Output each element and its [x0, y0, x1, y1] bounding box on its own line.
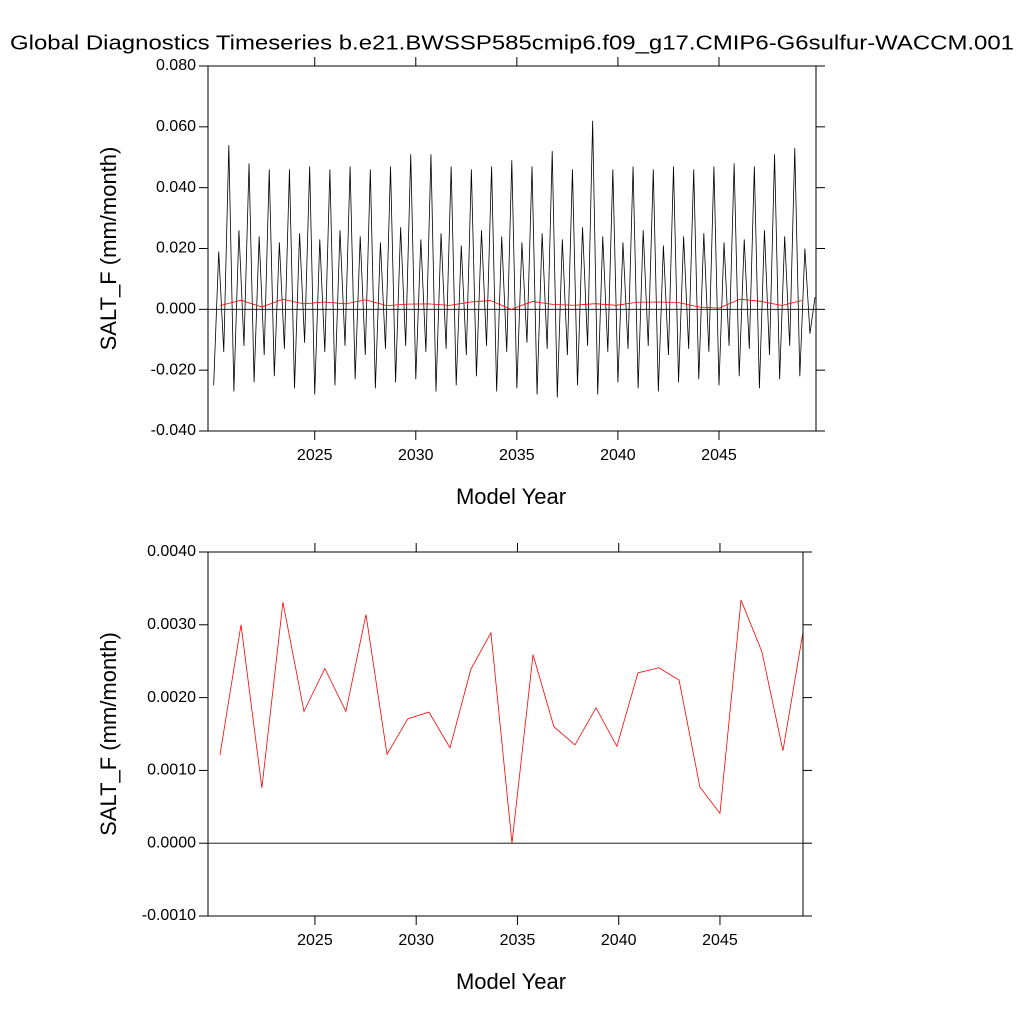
x-tick-label: 2040: [601, 932, 637, 949]
panel: Global Diagnostics Timeseries b.e21.BWSS…: [10, 32, 1014, 509]
x-tick-label: 2045: [701, 447, 737, 464]
x-axis-title: Model Year: [456, 484, 566, 509]
x-tick-label: 2045: [702, 932, 738, 949]
y-tick-label: 0.060: [156, 118, 196, 135]
chart-title: Global Diagnostics Timeseries b.e21.BWSS…: [10, 32, 1014, 54]
x-axis-title: Model Year: [456, 969, 566, 994]
y-tick-label: 0.0030: [147, 616, 196, 633]
y-tick-label: 0.000: [156, 301, 196, 318]
x-tick-label: 2035: [499, 447, 535, 464]
y-tick-label: 0.0000: [147, 834, 196, 851]
y-tick-label: 0.0020: [147, 689, 196, 706]
y-tick-label: -0.0010: [142, 907, 196, 924]
y-tick-label: -0.040: [151, 422, 196, 439]
x-tick-label: 2030: [398, 932, 434, 949]
y-tick-label: 0.040: [156, 179, 196, 196]
data-line: [219, 599, 804, 844]
x-tick-label: 2035: [500, 932, 536, 949]
y-tick-label: 0.0010: [147, 762, 196, 779]
x-tick-label: 2025: [297, 932, 333, 949]
y-axis-title: SALT_F (mm/month): [96, 632, 121, 836]
x-tick-label: 2025: [297, 447, 333, 464]
plot-frame: [207, 551, 804, 917]
data-line: [213, 120, 816, 398]
y-tick-label: -0.020: [151, 361, 196, 378]
x-tick-label: 2040: [600, 447, 636, 464]
y-tick-label: 0.0040: [147, 543, 196, 560]
x-tick-label: 2030: [398, 447, 434, 464]
y-tick-label: 0.080: [156, 57, 196, 74]
data-line: [219, 298, 802, 310]
y-axis-title: SALT_F (mm/month): [96, 147, 121, 351]
y-tick-label: 0.020: [156, 240, 196, 257]
plot-frame: [207, 65, 817, 432]
panel: -0.0010 0.0000 0.0010 0.0020 0.0030 0.0040 202…: [96, 543, 812, 994]
